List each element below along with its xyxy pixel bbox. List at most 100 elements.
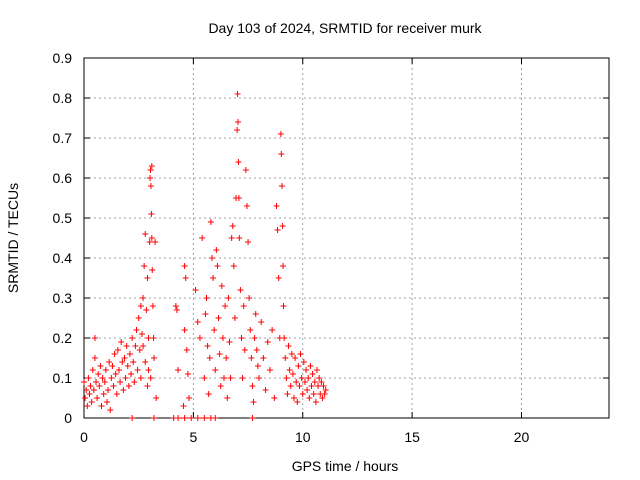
data-point: [218, 283, 225, 289]
data-point: [172, 303, 179, 309]
data-point: [147, 175, 154, 181]
data-point: [194, 319, 201, 325]
data-point: [91, 335, 98, 341]
data-point: [117, 379, 124, 385]
data-point: [181, 327, 188, 333]
data-point: [217, 383, 224, 389]
data-point: [122, 375, 129, 381]
data-point: [119, 359, 126, 365]
data-point: [235, 159, 242, 165]
y-axis-label: SRMTID / TECUs: [5, 183, 21, 293]
data-point: [147, 167, 154, 173]
data-point: [180, 403, 187, 409]
data-point: [301, 379, 308, 385]
data-point: [208, 255, 215, 261]
data-point: [322, 387, 329, 393]
data-point: [247, 327, 254, 333]
x-axis: 0 5 10 15 20: [80, 58, 529, 445]
data-point: [278, 151, 285, 157]
data-point: [138, 331, 145, 337]
data-point: [152, 239, 159, 245]
data-point: [89, 367, 96, 373]
data-point: [204, 343, 211, 349]
data-point: [194, 415, 201, 421]
data-point: [107, 407, 114, 413]
data-point: [230, 263, 237, 269]
data-point: [312, 399, 319, 405]
data-point: [320, 383, 327, 389]
data-point: [181, 415, 188, 421]
data-point: [234, 91, 241, 97]
data-point: [82, 395, 89, 401]
data-point: [112, 371, 119, 377]
data-point: [211, 327, 218, 333]
data-point: [199, 235, 206, 241]
data-point: [84, 403, 91, 409]
data-point: [305, 375, 312, 381]
data-point: [246, 295, 253, 301]
data-point: [150, 335, 157, 341]
data-point: [181, 263, 188, 269]
data-point: [144, 383, 151, 389]
data-point: [226, 339, 233, 345]
data-points: [81, 91, 329, 421]
data-point: [93, 379, 100, 385]
data-point: [260, 355, 267, 361]
data-point: [207, 415, 214, 421]
data-point: [223, 355, 230, 361]
data-point: [110, 383, 117, 389]
data-point: [321, 391, 328, 397]
data-point: [264, 339, 271, 345]
data-point: [137, 375, 144, 381]
data-point: [81, 379, 87, 385]
data-point: [170, 415, 177, 421]
x-tick-label: 10: [295, 429, 311, 445]
data-point: [300, 359, 307, 365]
data-point: [100, 391, 107, 397]
data-point: [105, 387, 112, 393]
data-point: [173, 307, 180, 313]
data-point: [145, 367, 152, 373]
data-point: [241, 347, 248, 353]
data-point: [149, 303, 156, 309]
data-point: [101, 379, 108, 385]
data-point: [222, 303, 229, 309]
data-point: [249, 383, 256, 389]
data-point: [91, 355, 98, 361]
data-point: [234, 127, 241, 133]
data-point: [103, 399, 110, 405]
y-tick-label: 0.9: [53, 50, 73, 66]
data-point: [148, 163, 155, 169]
data-point: [123, 343, 130, 349]
data-point: [116, 367, 122, 373]
data-point: [131, 379, 138, 385]
data-point: [308, 383, 315, 389]
data-point: [221, 375, 227, 381]
x-tick-label: 5: [189, 429, 197, 445]
data-point: [304, 387, 311, 393]
data-point: [253, 347, 260, 353]
data-point: [315, 383, 322, 389]
data-point: [149, 267, 156, 273]
data-point: [147, 375, 154, 381]
plot-frame: [83, 57, 610, 419]
data-point: [296, 383, 303, 389]
data-point: [271, 395, 278, 401]
data-point: [274, 227, 281, 233]
data-point: [182, 275, 189, 281]
y-tick-label: 0.4: [53, 250, 73, 266]
chart-title: Day 103 of 2024, SRMTID for receiver mur…: [208, 20, 482, 36]
data-point: [183, 347, 190, 353]
data-point: [249, 415, 256, 421]
data-point: [212, 367, 219, 373]
data-point: [196, 335, 203, 341]
data-point: [88, 399, 95, 405]
data-point: [136, 347, 143, 353]
data-point: [225, 295, 232, 301]
data-point: [128, 371, 135, 377]
data-point: [297, 351, 304, 357]
data-point: [134, 367, 141, 373]
data-point: [203, 295, 210, 301]
data-point: [216, 351, 223, 357]
data-point: [192, 287, 199, 293]
